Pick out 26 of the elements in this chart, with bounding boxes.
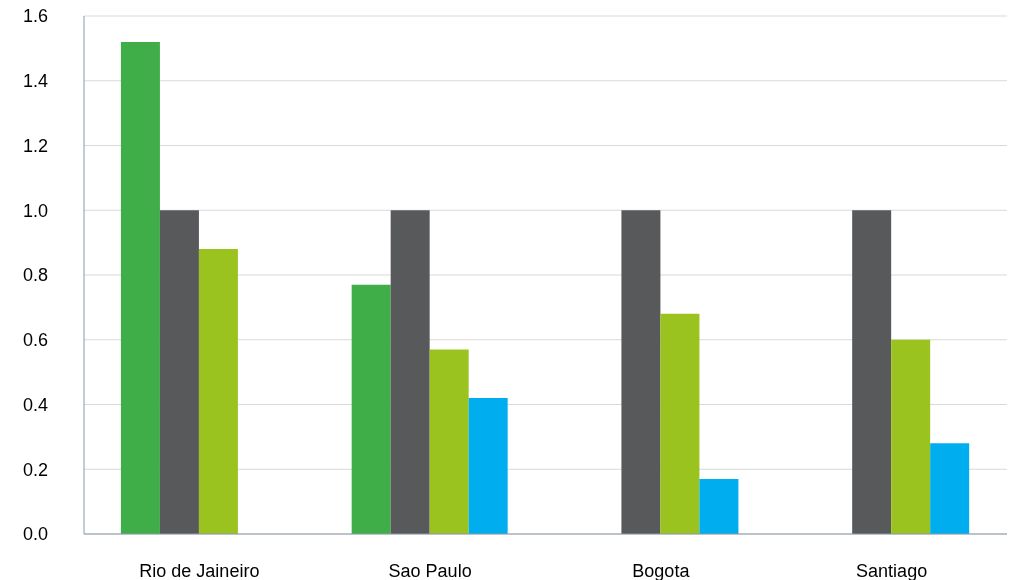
x-tick-label: Santiago [856,560,928,580]
y-tick-label: 0.4 [22,394,48,415]
x-tick-label: Sao Paulo [388,560,472,580]
bar [852,210,892,534]
y-tick-label: 0.8 [22,265,48,286]
bar [429,349,469,534]
bar [930,443,970,534]
bar [198,249,238,534]
y-tick-label: 0.2 [22,459,48,480]
bar [468,398,508,534]
y-tick-label: 1.0 [22,200,48,221]
y-tick-label: 0.6 [22,330,48,351]
bar [621,210,661,534]
bar [891,339,931,534]
bar [159,210,199,534]
x-tick-label: Rio de Jaineiro [139,560,260,580]
bar [351,284,391,534]
bar [660,313,700,534]
bar [120,41,160,534]
y-tick-label: 0.0 [22,524,48,545]
bar [699,478,739,534]
bar [390,210,430,534]
y-tick-label: 1.4 [22,71,48,92]
x-tick-label: Bogota [632,560,691,580]
y-tick-label: 1.2 [22,135,48,156]
y-tick-label: 1.6 [22,6,48,27]
